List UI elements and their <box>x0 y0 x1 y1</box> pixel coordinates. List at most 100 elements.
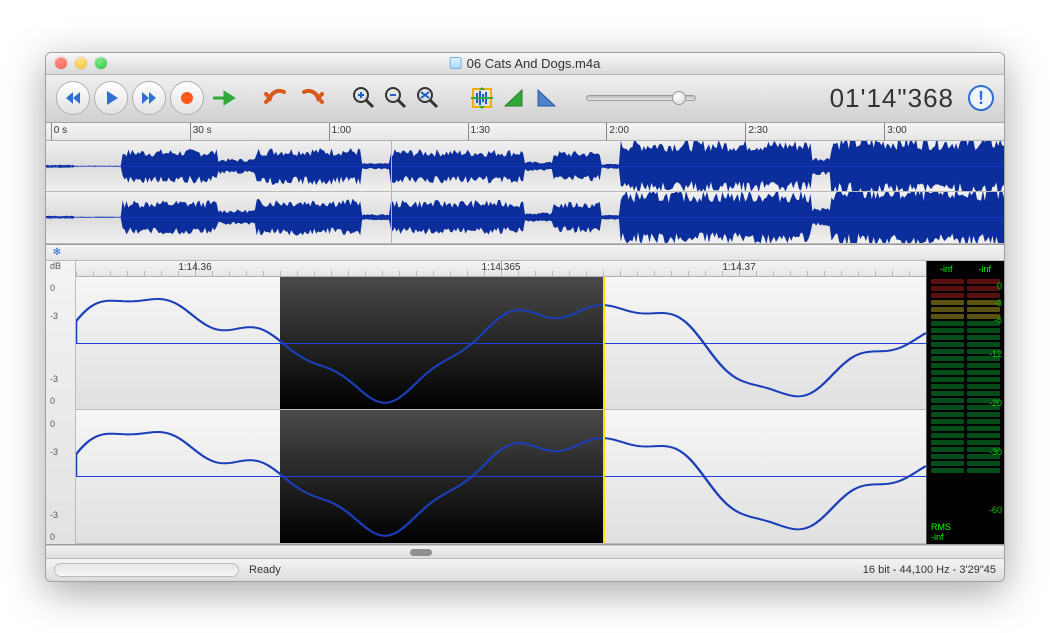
fade-in-icon <box>502 86 526 110</box>
overview-tick-label: 2:30 <box>748 125 767 136</box>
db-label: -3 <box>50 374 58 384</box>
overview-playhead[interactable] <box>391 192 392 243</box>
window-title: 06 Cats And Dogs.m4a <box>450 56 601 71</box>
overview-track-left[interactable] <box>46 141 1004 193</box>
overview-tick-label: 30 s <box>193 125 212 136</box>
history-group <box>264 84 324 112</box>
minimize-button[interactable] <box>75 57 87 69</box>
overview-track-right[interactable] <box>46 192 1004 244</box>
fade-out-icon <box>534 86 558 110</box>
normalize-button[interactable] <box>468 84 496 112</box>
zoom-in-button[interactable] <box>350 84 378 112</box>
overview-tick-label: 1:30 <box>471 125 490 136</box>
detail-wave-column: 1:14.361:14.3651:14.37 <box>76 261 926 544</box>
meter-scale-label: -6 <box>994 315 1002 325</box>
toolbar: 01'14"368 ! <box>46 75 1004 123</box>
play-icon <box>102 89 120 107</box>
db-label: -3 <box>50 311 58 321</box>
undo-icon <box>264 86 292 110</box>
transport-group <box>56 81 204 115</box>
info-button[interactable]: ! <box>968 85 994 111</box>
app-window: 06 Cats And Dogs.m4a <box>45 52 1005 582</box>
overview-wave-right <box>46 192 1004 243</box>
close-button[interactable] <box>55 57 67 69</box>
detail-ruler[interactable]: 1:14.361:14.3651:14.37 <box>76 261 926 277</box>
detail-channel-left[interactable] <box>76 277 926 411</box>
meter-scale-label: -60 <box>989 505 1002 515</box>
zoom-group <box>350 84 442 112</box>
undo-button[interactable] <box>264 84 292 112</box>
zoom-button[interactable] <box>95 57 107 69</box>
db-scale-column: dB 0-3-300-3-30 <box>46 261 76 544</box>
meter-peak-right: -inf <box>966 261 1005 277</box>
meter-scale: 0 -3 -6 -12 -20 -30 -60 <box>984 277 1002 520</box>
scrollbar-thumb[interactable] <box>410 549 432 556</box>
overview-tick-label: 3:00 <box>887 125 906 136</box>
rewind-button[interactable] <box>56 81 90 115</box>
meter-bar-left <box>931 279 964 518</box>
overview-playhead[interactable] <box>391 141 392 192</box>
db-label: 0 <box>50 419 55 429</box>
meter-scale-label: 0 <box>997 281 1002 291</box>
status-bar: Ready 16 bit - 44,100 Hz - 3'29"45 <box>46 559 1004 581</box>
overview-tick-label: 2:00 <box>609 125 628 136</box>
title-text: 06 Cats And Dogs.m4a <box>467 56 601 71</box>
meter-rms-label: RMS <box>931 522 1000 532</box>
progress-well <box>54 563 239 577</box>
rewind-icon <box>64 89 82 107</box>
selection-cursor[interactable] <box>603 277 605 410</box>
fast-forward-button[interactable] <box>132 81 166 115</box>
zoom-selection-button[interactable] <box>414 84 442 112</box>
time-display: 01'14"368 <box>830 83 954 114</box>
selection-cursor[interactable] <box>603 410 605 543</box>
effects-group <box>468 84 560 112</box>
play-button[interactable] <box>94 81 128 115</box>
meter-scale-label: -12 <box>989 349 1002 359</box>
volume-slider[interactable] <box>586 95 696 101</box>
overview-tick-label: 0 s <box>54 125 67 136</box>
meter-peak-left: -inf <box>927 261 966 277</box>
redo-icon <box>296 86 324 110</box>
record-button[interactable] <box>170 81 204 115</box>
overview-tick-label: 1:00 <box>332 125 351 136</box>
detail-header: ✻ <box>46 245 1004 261</box>
normalize-icon <box>469 85 495 111</box>
fade-in-button[interactable] <box>500 84 528 112</box>
zoom-selection-icon <box>415 85 441 111</box>
db-label: 0 <box>50 283 55 293</box>
detail-gear-icon[interactable]: ✻ <box>48 245 66 259</box>
fade-out-button[interactable] <box>532 84 560 112</box>
detail-wave-left <box>76 277 926 410</box>
overview-ruler[interactable]: 0 s 30 s 1:00 1:30 2:00 2:30 3:00 <box>46 123 1004 141</box>
meter-scale-label: -20 <box>989 398 1002 408</box>
volume-knob[interactable] <box>672 91 686 105</box>
meter-scale-label: -3 <box>994 298 1002 308</box>
db-unit-label: dB <box>50 261 61 271</box>
fast-forward-icon <box>140 89 158 107</box>
zoom-out-button[interactable] <box>382 84 410 112</box>
meter-scale-label: -30 <box>989 447 1002 457</box>
zoom-out-icon <box>383 85 409 111</box>
arrow-right-icon <box>211 90 237 106</box>
zoom-in-icon <box>351 85 377 111</box>
meter-rms-value: -inf <box>931 532 1000 542</box>
next-arrow-button[interactable] <box>210 84 238 112</box>
horizontal-scrollbar[interactable] <box>46 545 1004 559</box>
meter-bars: 0 -3 -6 -12 -20 -30 -60 <box>927 277 1004 520</box>
audio-format-text: 16 bit - 44,100 Hz - 3'29"45 <box>863 564 996 576</box>
db-label: 0 <box>50 532 55 542</box>
meter-footer: RMS -inf <box>927 520 1004 544</box>
document-icon <box>450 57 462 69</box>
level-meter: -inf -inf 0 -3 -6 -12 -20 -30 -60 RMS -inf <box>926 261 1004 544</box>
db-label: 0 <box>50 396 55 406</box>
db-label: -3 <box>50 447 58 457</box>
record-icon <box>178 89 196 107</box>
status-text: Ready <box>249 564 281 576</box>
meter-peak-labels: -inf -inf <box>927 261 1004 277</box>
redo-button[interactable] <box>296 84 324 112</box>
traffic-lights <box>55 57 107 69</box>
detail-channel-right[interactable] <box>76 410 926 544</box>
detail-wave-right <box>76 410 926 543</box>
overview-wave-left <box>46 141 1004 192</box>
detail-area: dB 0-3-300-3-30 1:14.361:14.3651:14.37 -… <box>46 261 1004 545</box>
